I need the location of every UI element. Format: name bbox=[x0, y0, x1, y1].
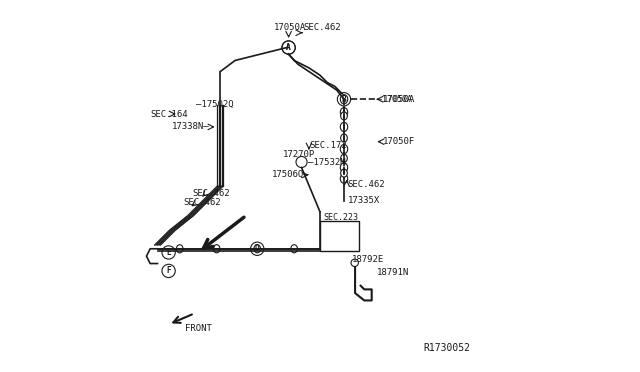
Ellipse shape bbox=[177, 245, 183, 253]
Text: A: A bbox=[286, 43, 291, 52]
Text: SEC.462: SEC.462 bbox=[348, 180, 385, 189]
Ellipse shape bbox=[340, 122, 348, 132]
Ellipse shape bbox=[340, 112, 348, 120]
Ellipse shape bbox=[291, 245, 298, 253]
Text: —17502Q: —17502Q bbox=[196, 100, 234, 109]
Text: F: F bbox=[166, 266, 171, 275]
Text: SEC.172: SEC.172 bbox=[309, 141, 346, 150]
Text: A: A bbox=[286, 43, 291, 52]
Ellipse shape bbox=[340, 94, 348, 104]
Ellipse shape bbox=[340, 108, 348, 117]
Text: E: E bbox=[166, 248, 171, 257]
Ellipse shape bbox=[340, 174, 348, 183]
Text: FRONT: FRONT bbox=[185, 324, 212, 333]
Text: D: D bbox=[255, 244, 260, 253]
Text: SEC.462: SEC.462 bbox=[193, 189, 230, 198]
Ellipse shape bbox=[340, 134, 348, 142]
Text: B: B bbox=[342, 95, 346, 104]
Text: 18792E: 18792E bbox=[351, 255, 383, 264]
Text: 17050F: 17050F bbox=[383, 137, 415, 146]
Text: SEC.223: SEC.223 bbox=[324, 213, 358, 222]
Text: 17050A: 17050A bbox=[383, 95, 415, 104]
Text: 17335X: 17335X bbox=[348, 196, 380, 205]
Text: —17050A: —17050A bbox=[377, 95, 412, 104]
Ellipse shape bbox=[340, 169, 348, 177]
Text: 17270P: 17270P bbox=[283, 150, 316, 159]
Text: —17532M: —17532M bbox=[308, 157, 346, 167]
Text: 17050A: 17050A bbox=[274, 23, 306, 32]
Text: SEC.462: SEC.462 bbox=[184, 198, 221, 207]
Ellipse shape bbox=[254, 245, 260, 253]
Text: SEC.164: SEC.164 bbox=[150, 109, 188, 119]
FancyBboxPatch shape bbox=[320, 221, 359, 251]
Ellipse shape bbox=[340, 144, 348, 154]
Text: 17506Q—: 17506Q— bbox=[272, 170, 310, 179]
Text: SEC.462: SEC.462 bbox=[303, 23, 341, 32]
Ellipse shape bbox=[340, 163, 348, 172]
Text: 17338N—: 17338N— bbox=[172, 122, 210, 131]
Text: R1730052: R1730052 bbox=[424, 343, 470, 353]
Ellipse shape bbox=[213, 245, 220, 253]
Text: 18791N: 18791N bbox=[377, 268, 410, 277]
Ellipse shape bbox=[340, 154, 348, 162]
